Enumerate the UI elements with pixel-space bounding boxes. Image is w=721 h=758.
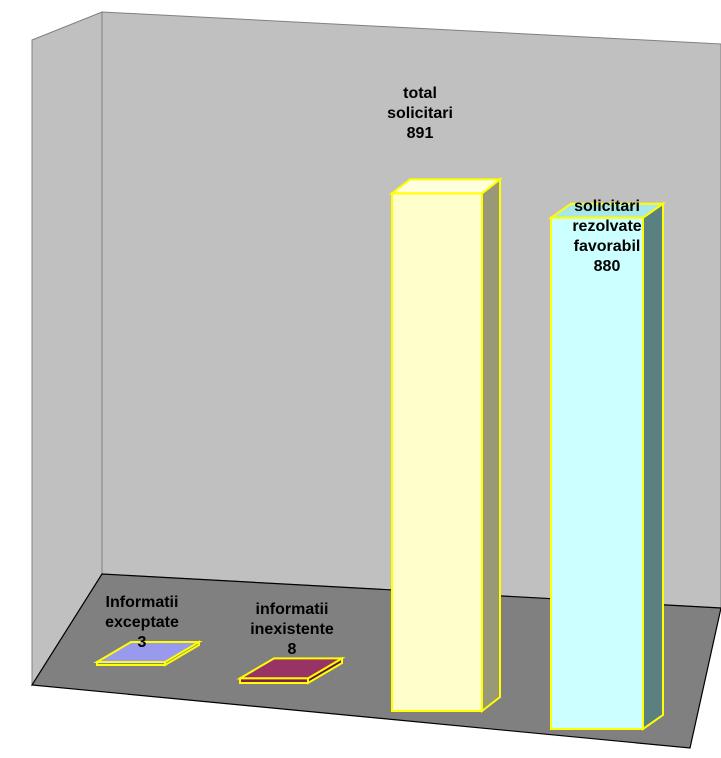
bar xyxy=(547,201,667,731)
bar xyxy=(93,640,203,667)
bar-group xyxy=(93,177,667,731)
bar xyxy=(389,177,503,714)
data-label-group: Informatii exceptate 3 informatii inexistent… xyxy=(105,85,642,658)
data-label: solicitari rezolvate favorabil 880 xyxy=(572,198,641,275)
bar-front xyxy=(96,661,166,666)
bar xyxy=(236,656,346,685)
bar-front xyxy=(239,677,309,684)
floor xyxy=(30,573,721,749)
bar-top xyxy=(389,178,503,195)
side-wall xyxy=(31,11,103,687)
bar-front xyxy=(550,216,644,730)
bar-front xyxy=(391,192,483,712)
data-label: total solicitari 891 xyxy=(387,85,453,142)
bar-side xyxy=(481,177,501,714)
bar-side xyxy=(642,201,664,731)
data-label: informatii inexistente 8 xyxy=(250,601,334,658)
data-label: Informatii exceptate 3 xyxy=(105,594,179,651)
